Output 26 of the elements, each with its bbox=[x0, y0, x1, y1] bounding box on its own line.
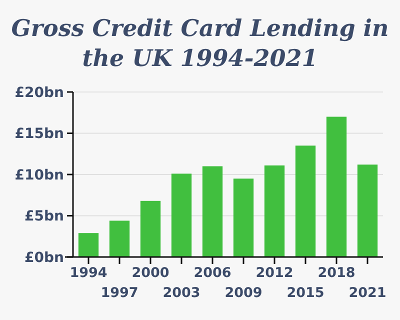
bar bbox=[109, 220, 130, 257]
x-tick-label: 1994 bbox=[70, 265, 108, 281]
bar bbox=[295, 146, 316, 257]
bar bbox=[264, 165, 285, 257]
y-tick-label: £5bn bbox=[24, 208, 64, 225]
x-tick-label: 2006 bbox=[194, 265, 232, 281]
x-tick-label: 2012 bbox=[256, 265, 294, 281]
bar bbox=[233, 178, 254, 257]
y-tick-label: £0bn bbox=[24, 250, 64, 266]
x-tick-label: 2021 bbox=[348, 285, 386, 301]
y-tick-label: £20bn bbox=[14, 84, 64, 101]
bar bbox=[140, 200, 161, 257]
x-tick-label: 2003 bbox=[162, 285, 200, 301]
bar bbox=[202, 166, 223, 257]
x-tick-label: 2018 bbox=[318, 265, 356, 281]
bar bbox=[326, 116, 347, 257]
bar bbox=[78, 233, 99, 257]
x-tick-label: 1997 bbox=[100, 285, 138, 301]
bar bbox=[171, 174, 192, 257]
chart-title: Gross Credit Card Lending in the UK 1994-2021 bbox=[11, 15, 389, 72]
x-tick-label: 2009 bbox=[224, 285, 262, 301]
y-tick-label: £10bn bbox=[14, 167, 64, 184]
x-tick-label: 2000 bbox=[132, 265, 170, 281]
bar bbox=[357, 164, 378, 257]
y-tick-label: £15bn bbox=[14, 126, 64, 142]
x-tick-label: 2015 bbox=[286, 285, 324, 301]
